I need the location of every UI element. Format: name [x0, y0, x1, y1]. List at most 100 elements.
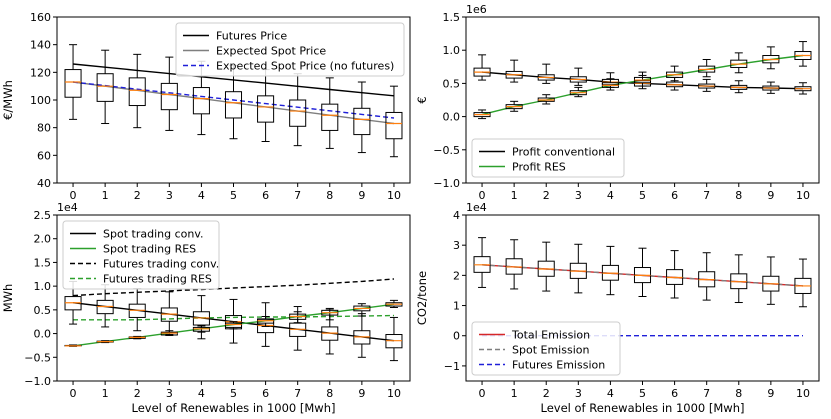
boxplot [473, 54, 491, 81]
y-tick-label: −0.5 [24, 351, 51, 364]
x-tick-label: 6 [262, 387, 269, 400]
box-body [353, 107, 371, 136]
y-tick-label: 80 [37, 122, 51, 135]
y-tick-label: 140 [30, 39, 51, 52]
x-tick-label: 5 [639, 387, 646, 400]
y-tick-label: 0.5 [443, 77, 461, 90]
y-tick-label: 2.0 [34, 233, 52, 246]
boxplot [698, 58, 716, 78]
boxplot [321, 307, 339, 321]
box-body [257, 95, 275, 123]
legend-label: Spot Emission [512, 344, 589, 357]
box-body [224, 91, 243, 119]
x-tick-label: 9 [767, 387, 774, 400]
legend-label: Futures Price [216, 30, 287, 43]
y-tick-label: 40 [37, 177, 51, 190]
boxplot [698, 78, 716, 92]
y-tick-label: 1.5 [443, 11, 461, 24]
boxplot [385, 299, 403, 308]
series-line-4 [73, 314, 395, 321]
boxplot [601, 78, 619, 91]
boxplot [353, 303, 371, 317]
legend: Futures Price Expected Spot Price Expected… [175, 22, 405, 77]
y-tick-label: 0.5 [34, 304, 52, 317]
boxplot [96, 340, 114, 344]
boxplot [666, 65, 684, 82]
y-tick-label: 3 [453, 239, 460, 252]
legend: Profit conventional Profit RES [471, 138, 625, 178]
subplot-1: 40 60 80 100 120 140 160 0 1 2 3 4 5 6 7 8 9 10 €/MWh Futur… [1, 11, 411, 202]
x-tick-label: 1 [102, 387, 109, 400]
boxplot [128, 335, 146, 340]
boxplot [537, 94, 555, 105]
boxplot [128, 53, 146, 129]
y-tick-label: 1.5 [34, 256, 52, 269]
legend: Spot trading conv. Spot trading RES Future… [62, 220, 220, 290]
x-tick-label: 0 [479, 189, 486, 202]
y-tick-label: −1.0 [433, 177, 460, 190]
x-tick-label: 5 [230, 189, 237, 202]
x-tick-label: 7 [703, 189, 710, 202]
x-tick-label: 1 [102, 189, 109, 202]
x-tick-label: 9 [358, 387, 365, 400]
boxplot [794, 258, 812, 308]
y-tick-label: 100 [30, 94, 51, 107]
boxplot [794, 82, 812, 95]
y-tick-label: 1.0 [443, 44, 461, 57]
legend: Total Emission Spot Emission Futures Emiss… [471, 321, 621, 376]
x-tick-label: 4 [607, 387, 614, 400]
x-axis-label: Level of Renewables in 1000 [Mwh] [541, 401, 745, 415]
boxplot [473, 237, 491, 288]
x-tick-label: 8 [735, 189, 742, 202]
legend-label: Futures trading RES [103, 273, 212, 286]
boxplot [569, 67, 587, 86]
x-tick-label: 1 [511, 189, 518, 202]
legend-label: Profit conventional [512, 146, 615, 159]
x-tick-label: 6 [671, 189, 678, 202]
box-body [321, 103, 339, 131]
box-body [192, 87, 210, 115]
x-tick-label: 8 [326, 189, 333, 202]
y-axis-label: MWh [1, 284, 15, 313]
y-tick-label: 1.0 [34, 280, 52, 293]
y-tick-label: −1 [444, 360, 460, 373]
y-tick-label: 1 [453, 300, 460, 313]
boxplot [160, 56, 178, 131]
boxplot [730, 52, 748, 74]
y-axis-exponent: 1e4 [466, 201, 487, 214]
subplot-3: −1.0 −0.5 0.0 0.5 1.0 1.5 2.0 2.5 0 1 2 3 4 5 6 7 8 9 10 1e… [1, 201, 411, 415]
legend-label: Profit RES [512, 161, 566, 174]
subplot-2: −1.0 −0.5 0.0 0.5 1.0 1.5 0 1 2 3 4 5 6 7 8 9 10 1e6 € Prof… [415, 3, 820, 202]
boxplot [698, 252, 716, 301]
boxplot [505, 100, 523, 112]
y-axis-label: €/MWh [1, 80, 15, 120]
boxplot [633, 247, 652, 297]
boxplot [289, 306, 307, 351]
boxplot [505, 239, 523, 290]
x-tick-label: 5 [230, 387, 237, 400]
boxplot [385, 316, 403, 362]
boxplot [473, 109, 491, 120]
plot-area [64, 278, 403, 362]
subplot-4: −1 0 1 2 3 4 0 1 2 3 4 5 6 7 8 9 10 1e4 CO2/tone Level of R… [415, 201, 820, 415]
legend-label: Futures trading conv. [103, 258, 219, 271]
y-tick-label: 0.0 [443, 111, 461, 124]
x-tick-label: 10 [796, 189, 810, 202]
boxplot [730, 254, 748, 304]
box-body [64, 69, 82, 98]
x-tick-label: 4 [198, 387, 205, 400]
x-tick-label: 2 [543, 387, 550, 400]
y-tick-label: 2 [453, 269, 460, 282]
boxplot [569, 86, 587, 98]
boxplot [64, 344, 82, 347]
legend-label: Expected Spot Price [216, 45, 326, 58]
x-axis-label: Level of Renewables in 1000 [Mwh] [132, 401, 336, 415]
series-line-3 [72, 81, 395, 119]
boxplot [762, 256, 780, 305]
legend-frame [175, 22, 405, 77]
boxplot [505, 59, 523, 83]
plot-area [473, 41, 812, 120]
y-tick-label: 4 [453, 209, 460, 222]
boxplot [160, 330, 178, 336]
